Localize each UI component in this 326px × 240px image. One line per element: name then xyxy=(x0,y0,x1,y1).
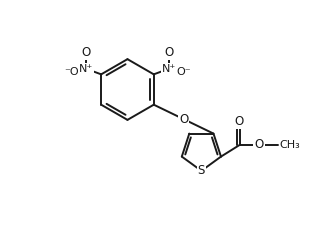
Text: ⁻O: ⁻O xyxy=(64,67,79,78)
Text: N⁺: N⁺ xyxy=(79,64,93,73)
Text: O⁻: O⁻ xyxy=(176,67,191,78)
Text: O: O xyxy=(179,113,188,126)
Text: CH₃: CH₃ xyxy=(279,140,300,150)
Text: S: S xyxy=(198,164,205,177)
Text: N⁺: N⁺ xyxy=(162,64,176,73)
Text: O: O xyxy=(254,138,264,151)
Text: O: O xyxy=(235,115,244,128)
Text: O: O xyxy=(81,46,91,59)
Text: O: O xyxy=(164,46,174,59)
